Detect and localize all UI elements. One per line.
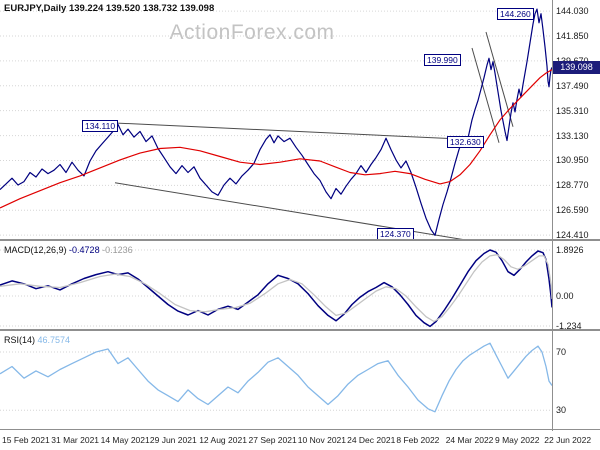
price-annotation: 139.990: [424, 54, 461, 66]
macd-indicator-name: MACD(12,26,9): [4, 245, 67, 255]
y-axis-tick-label: 135.310: [556, 106, 589, 116]
price-annotation: 124.370: [377, 228, 414, 239]
x-axis-date-label: 27 Sep 2021: [248, 435, 297, 445]
macd-value: -0.4728: [69, 245, 100, 255]
x-axis-date-label: 24 Mar 2022: [445, 435, 494, 445]
time-axis: 15 Feb 2021 31 Mar 2021 14 May 2021 29 Jun …: [0, 431, 600, 450]
x-axis-date-label: 24 Dec 2021: [347, 435, 396, 445]
chart-title: EURJPY,Daily 139.224 139.520 138.732 139…: [4, 3, 215, 14]
rsi-indicator-name: RSI(14): [4, 335, 36, 345]
watermark: ActionForex.com: [169, 21, 335, 44]
rsi-plot-area[interactable]: [0, 333, 600, 430]
y-axis-tick-label: 1.8926: [556, 245, 584, 255]
x-axis-date-label: 29 Jun 2021: [149, 435, 197, 445]
rsi-value: 46.7574: [37, 335, 71, 345]
x-axis-date-label: 14 May 2021: [100, 435, 150, 445]
x-axis-date-label: 8 Feb 2022: [396, 435, 440, 445]
y-axis-tick-label: -1.234: [556, 321, 582, 331]
y-axis-tick-label: 128.770: [556, 180, 589, 190]
macd-plot-area[interactable]: [0, 243, 600, 331]
y-axis-tick-label: 126.590: [556, 205, 589, 215]
price-line: [0, 8, 553, 236]
y-axis-tick-label: 70: [556, 347, 567, 357]
x-axis-date-label: 9 May 2022: [495, 435, 540, 445]
rsi-line: [0, 342, 553, 413]
y-axis-tick-label: 0.00: [556, 291, 574, 301]
y-axis-tick-label: 144.030: [556, 6, 589, 16]
rsi-label: RSI(14) 46.7574: [4, 335, 70, 345]
moving-average-line: [0, 69, 553, 209]
macd-panel[interactable]: MACD(12,26,9) -0.4728 -0.1236 1.8926 0.00…: [0, 243, 600, 331]
x-axis-date-label: 12 Aug 2021: [199, 435, 247, 445]
x-axis-date-label: 15 Feb 2021: [2, 435, 50, 445]
x-axis-date-label: 31 Mar 2021: [51, 435, 100, 445]
trendline[interactable]: [97, 121, 469, 140]
macd-label: MACD(12,26,9) -0.4728 -0.1236: [4, 245, 133, 255]
price-annotation: 132.630: [447, 136, 484, 148]
y-axis-tick-label: 124.410: [556, 230, 589, 240]
macd-signal-value: -0.1236: [102, 245, 133, 255]
price-annotation: 144.260: [497, 8, 534, 20]
axis-separator: [552, 0, 553, 431]
macd-line: [0, 249, 553, 328]
rsi-panel[interactable]: RSI(14) 46.7574 70 30: [0, 333, 600, 430]
price-annotation: 134.110: [82, 120, 119, 132]
price-panel[interactable]: ActionForex.com EURJPY,Daily 139.224 139…: [0, 0, 600, 241]
y-axis-tick-label: 133.130: [556, 131, 589, 141]
y-axis-tick-label: 141.850: [556, 31, 589, 41]
macd-signal-line: [0, 254, 553, 323]
current-price-badge: 139.098: [553, 61, 600, 74]
trendline[interactable]: [471, 47, 500, 143]
y-axis-tick-label: 130.950: [556, 155, 589, 165]
y-axis-tick-label: 137.490: [556, 81, 589, 91]
x-axis-date-label: 22 Jun 2022: [544, 435, 592, 445]
x-axis-date-label: 10 Nov 2021: [297, 435, 346, 445]
y-axis-tick-label: 30: [556, 405, 567, 415]
